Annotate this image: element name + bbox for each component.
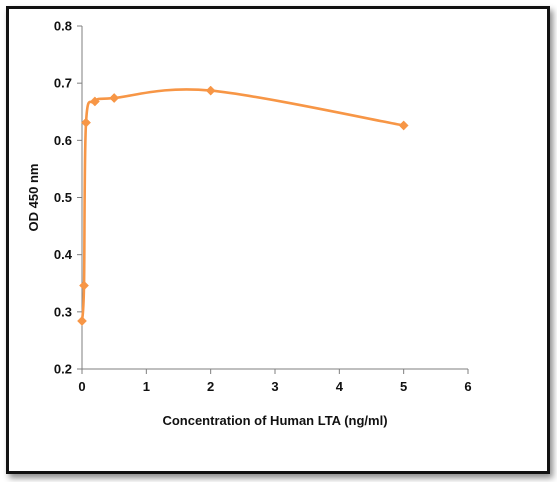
- x-tick-label: 0: [78, 379, 85, 394]
- x-axis-title: Concentration of Human LTA (ng/ml): [162, 413, 387, 428]
- y-tick-label: 0.4: [54, 247, 73, 262]
- y-tick-label: 0.6: [54, 133, 72, 148]
- x-tick-label: 6: [464, 379, 471, 394]
- chart-frame: [6, 6, 550, 474]
- y-axis-title: OD 450 nm: [26, 164, 41, 232]
- series-layer: [77, 85, 409, 326]
- series-line: [80, 88, 404, 322]
- y-tick-label: 0.8: [54, 19, 72, 34]
- data-point-marker: [89, 96, 100, 107]
- x-tick-label: 4: [336, 379, 344, 394]
- data-point-marker: [77, 316, 87, 326]
- data-point-marker: [81, 117, 91, 128]
- x-tick-label: 2: [207, 379, 214, 394]
- y-tick-label: 0.3: [54, 304, 72, 319]
- data-point-marker: [205, 85, 216, 96]
- y-tick-label: 0.7: [54, 76, 72, 91]
- x-tick-label: 5: [400, 379, 407, 394]
- data-point-marker: [79, 280, 89, 291]
- x-axis-ticks: 0 1 2 3 4 5 6: [78, 369, 472, 394]
- y-tick-label: 0.2: [54, 362, 72, 377]
- y-axis-ticks: 0.2 0.3 0.4 0.5 0.6 0.7 0.8: [54, 19, 82, 377]
- x-tick-label: 3: [271, 379, 278, 394]
- data-point-marker: [109, 93, 120, 103]
- axes: [81, 26, 468, 370]
- x-tick-label: 1: [143, 379, 150, 394]
- y-tick-label: 0.5: [54, 190, 72, 205]
- data-point-marker: [398, 120, 409, 131]
